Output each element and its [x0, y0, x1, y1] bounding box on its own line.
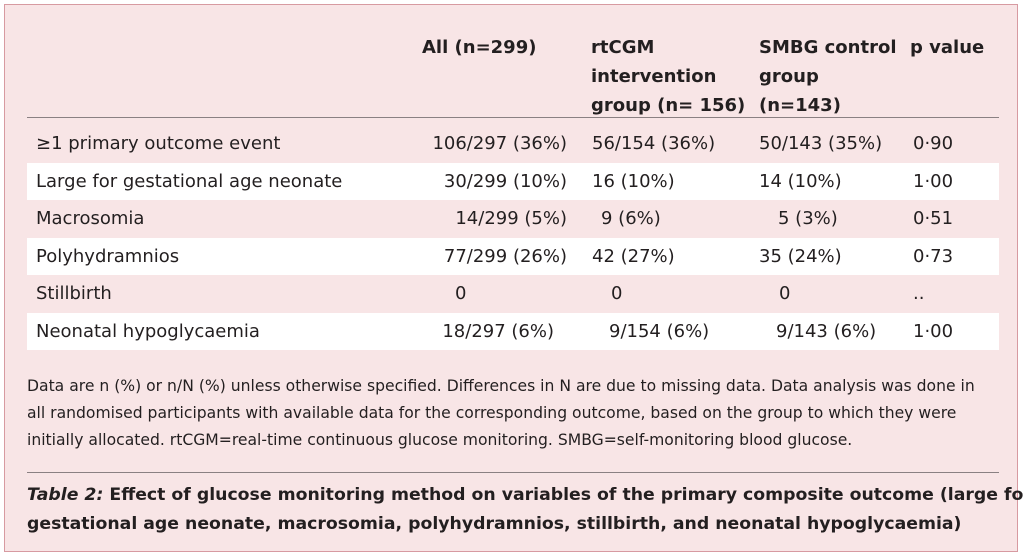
- table-body: ≥1 primary outcome event 106/297 (36%) 5…: [27, 125, 999, 350]
- cell-rtcgm: 42 (27%): [592, 245, 675, 267]
- column-header-smbg: SMBG control group (n=143): [759, 37, 897, 116]
- cell-rtcgm: 16 (10%): [592, 170, 675, 192]
- caption-text: Effect of glucose monitoring method on v…: [103, 485, 1024, 505]
- header-divider: [27, 117, 999, 118]
- table-row: Polyhydramnios 77/299 (26%) 42 (27%) 35 …: [27, 237, 999, 275]
- row-label: ≥1 primary outcome event: [36, 133, 281, 154]
- cell-smbg: 0: [779, 283, 791, 304]
- cell-all: 18/297 (6%): [442, 320, 554, 342]
- cell-rtcgm: 9 (6%): [601, 208, 661, 229]
- row-label: Neonatal hypoglycaemia: [36, 320, 260, 342]
- cell-all: 0: [455, 283, 467, 304]
- cell-rtcgm: 0: [611, 283, 623, 304]
- cell-p-value: 0·51: [913, 208, 954, 229]
- table-row: Large for gestational age neonate 30/299…: [27, 162, 999, 200]
- table-row: Stillbirth 0 0 0 ..: [27, 275, 999, 313]
- row-label: Polyhydramnios: [36, 245, 180, 267]
- cell-smbg: 5 (3%): [778, 208, 838, 229]
- cell-all: 77/299 (26%): [443, 245, 567, 267]
- cell-p-value: 1·00: [913, 320, 954, 342]
- caption-label: Table 2:: [27, 485, 104, 505]
- table-row: Neonatal hypoglycaemia 18/297 (6%) 9/154…: [27, 312, 999, 350]
- caption-line: gestational age neonate, macrosomia, pol…: [27, 514, 962, 534]
- table-footnote: Data are n (%) or n/N (%) unless otherwi…: [27, 373, 1007, 454]
- cell-all: 14/299 (5%): [455, 208, 567, 229]
- cell-all: 30/299 (10%): [443, 170, 567, 192]
- footnote-line: Data are n (%) or n/N (%) unless otherwi…: [27, 377, 975, 395]
- cell-p-value: 0·90: [913, 133, 954, 154]
- table-caption: Table 2: Effect of glucose monitoring me…: [27, 481, 1024, 539]
- row-label: Macrosomia: [36, 208, 145, 229]
- cell-p-value: 0·73: [913, 245, 954, 267]
- cell-all: 106/297 (36%): [432, 133, 567, 154]
- cell-smbg: 14 (10%): [759, 170, 842, 192]
- column-header-all: All (n=299): [422, 37, 537, 58]
- table-panel: All (n=299) rtCGM intervention group (n=…: [4, 4, 1024, 552]
- table-row: Macrosomia 14/299 (5%) 9 (6%) 5 (3%) 0·5…: [27, 200, 999, 238]
- cell-rtcgm: 9/154 (6%): [609, 320, 710, 342]
- column-header-rtcgm: rtCGM intervention group (n= 156): [591, 37, 746, 116]
- cell-p-value: 1·00: [913, 170, 954, 192]
- cell-smbg: 50/143 (35%): [759, 133, 883, 154]
- row-label: Stillbirth: [36, 283, 112, 304]
- footnote-line: initially allocated. rtCGM=real-time con…: [27, 431, 853, 449]
- column-header-p-value: p value: [910, 37, 985, 58]
- caption-divider: [27, 472, 999, 473]
- cell-smbg: 35 (24%): [759, 245, 842, 267]
- caption-line: Table 2: Effect of glucose monitoring me…: [27, 481, 1024, 510]
- cell-p-value: ..: [913, 283, 925, 304]
- cell-rtcgm: 56/154 (36%): [592, 133, 716, 154]
- table-row: ≥1 primary outcome event 106/297 (36%) 5…: [27, 125, 999, 163]
- cell-smbg: 9/143 (6%): [776, 320, 877, 342]
- row-label: Large for gestational age neonate: [36, 170, 343, 192]
- footnote-line: all randomised participants with availab…: [27, 404, 957, 422]
